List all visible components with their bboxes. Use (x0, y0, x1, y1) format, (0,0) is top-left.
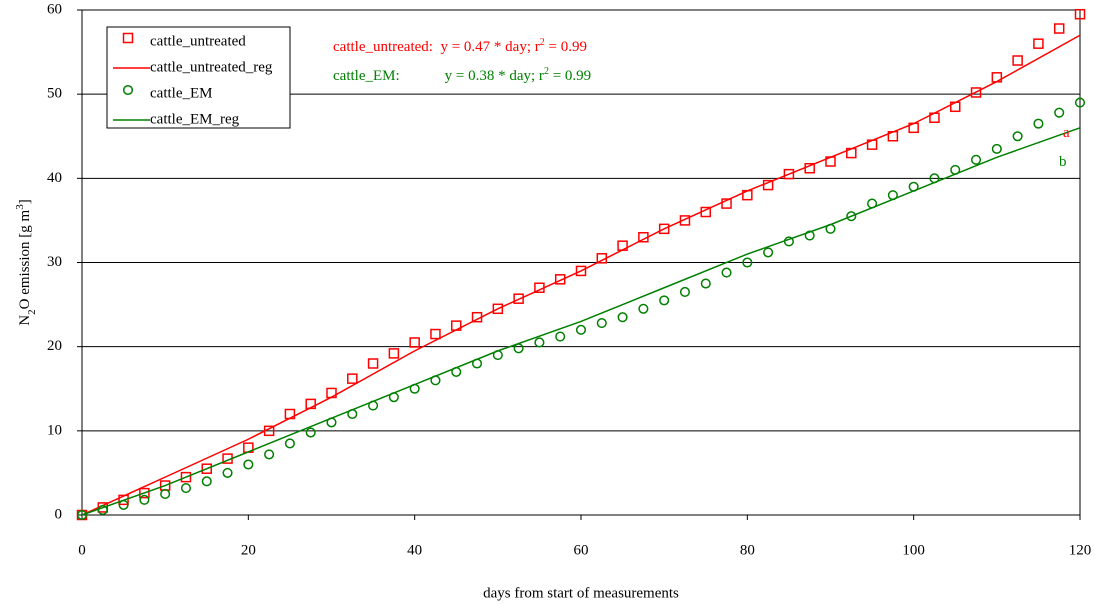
y-axis-label-part: O emission [g m (17, 209, 33, 309)
annotation-text: b (1059, 154, 1067, 170)
marker-circle (160, 488, 171, 500)
plot-frame (81, 9, 1081, 516)
x-tick-label: 0 (78, 542, 86, 558)
marker-circle (575, 324, 587, 335)
y-tick-label: 20 (47, 338, 62, 354)
annotation-text: a (1063, 125, 1070, 141)
annotation: cattle_EM: y = 0.38 * day; r2 = 0.99 (333, 66, 591, 85)
marker-square (367, 358, 379, 369)
marker-circle (534, 337, 545, 348)
marker-circle (222, 467, 233, 478)
x-tick-label: 20 (241, 542, 256, 558)
marker-circle (180, 483, 192, 494)
y-tick-label: 40 (47, 170, 62, 186)
marker-circle (139, 494, 150, 505)
marker-square (1074, 8, 1086, 20)
marker-circle (284, 438, 295, 449)
y-tick-label: 50 (47, 86, 62, 102)
marker-circle (305, 427, 316, 438)
annotation-sup: 2 (540, 37, 545, 48)
x-tick-label: 100 (902, 542, 925, 558)
marker-circle (596, 318, 607, 329)
marker-square (1012, 55, 1023, 66)
regression-line (81, 34, 1081, 516)
annotation-sup: 2 (544, 66, 549, 77)
annotation-text: cattle_EM: y = 0.38 * day; r (333, 68, 544, 84)
annotation-rest: = 0.99 (545, 39, 587, 55)
marker-circle (659, 295, 670, 306)
x-axis-label: days from start of measurements (483, 585, 679, 601)
y-tick-label: 60 (47, 1, 62, 17)
marker-circle (555, 331, 566, 342)
marker-circle (264, 449, 275, 460)
annotation-text: cattle_untreated: y = 0.47 * day; r (333, 39, 540, 55)
y-axis-label-part: ] (17, 199, 33, 204)
y-tick-label: 30 (47, 254, 62, 270)
x-tick-label: 120 (1069, 542, 1092, 558)
marker-series (76, 97, 1086, 521)
marker-square (201, 463, 212, 474)
marker-circle (700, 278, 711, 289)
marker-circle (243, 459, 254, 470)
legend-marker (122, 84, 134, 96)
marker-square (409, 337, 420, 348)
marker-circle (1074, 97, 1086, 108)
marker-square (679, 215, 691, 226)
marker-circle (1054, 107, 1065, 118)
marker-circle (617, 312, 628, 323)
marker-circle (679, 286, 691, 298)
legend-label: cattle_untreated (150, 33, 246, 49)
y-tick-label: 0 (55, 506, 63, 522)
annotation-rest: = 0.99 (549, 68, 591, 84)
marker-circle (721, 267, 732, 278)
marker-circle (1012, 131, 1023, 142)
annotation: b (1059, 154, 1067, 170)
marker-circle (76, 509, 88, 521)
marker-square (554, 274, 566, 285)
marker-square (388, 348, 400, 359)
marker-circle (846, 211, 857, 222)
marker-square (970, 87, 982, 98)
legend-label: cattle_EM (150, 85, 212, 101)
x-tick-label: 40 (407, 542, 422, 558)
y-axis-label-part: N (17, 315, 33, 326)
annotation: cattle_untreated: y = 0.47 * day; r2 = 0… (333, 37, 587, 56)
marker-circle (991, 143, 1002, 154)
marker-square (575, 265, 587, 277)
regression-line (81, 127, 1081, 516)
annotation: a (1063, 125, 1070, 141)
marker-circle (970, 154, 982, 165)
marker-square (1053, 23, 1065, 34)
legend-marker (122, 32, 134, 44)
marker-square (513, 293, 524, 304)
marker-circle (1033, 118, 1044, 129)
y-axis-label-part: 3 (14, 204, 26, 210)
marker-square (783, 168, 795, 180)
x-tick-label: 60 (574, 542, 589, 558)
marker-square (492, 303, 504, 315)
legend-label: cattle_EM_reg (150, 111, 240, 127)
marker-square (180, 471, 192, 483)
marker-circle (638, 303, 649, 314)
marker-square (1033, 38, 1044, 49)
legend-label: cattle_untreated_reg (150, 59, 273, 75)
marker-circle (742, 257, 753, 268)
marker-square (139, 487, 150, 499)
marker-circle (201, 476, 212, 487)
y-tick-label: 10 (47, 422, 62, 438)
marker-square (721, 198, 732, 209)
marker-square (347, 373, 358, 384)
legend-box (106, 26, 291, 129)
x-tick-label: 80 (740, 542, 755, 558)
y-axis-label: N2O emission [g m3] (14, 199, 38, 325)
y-axis-label-part: 2 (26, 309, 38, 315)
marker-square (658, 223, 670, 235)
marker-circle (763, 247, 774, 258)
marker-square (430, 328, 441, 340)
